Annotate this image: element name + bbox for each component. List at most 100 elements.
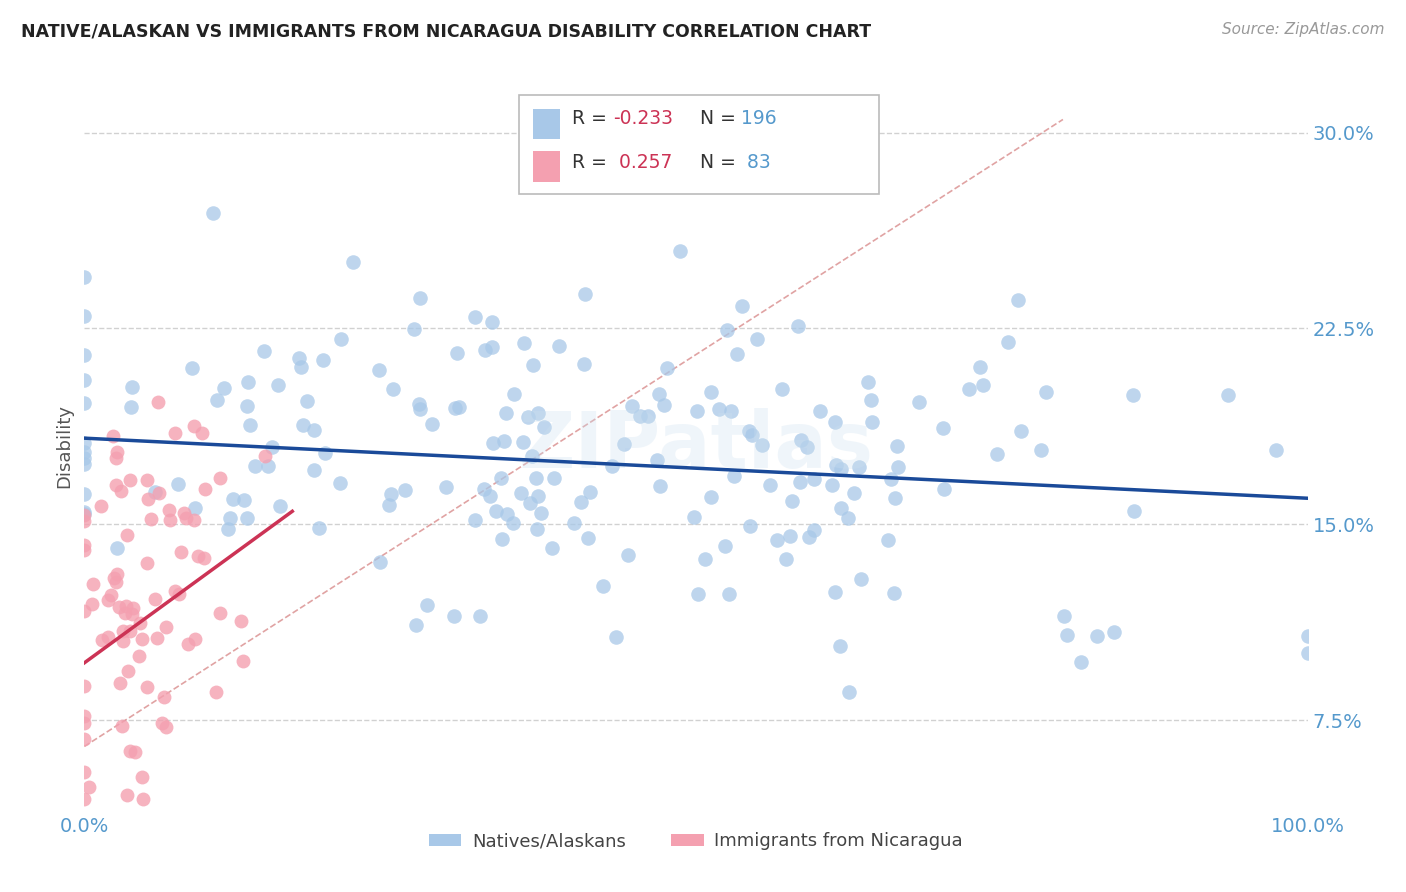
Point [136, 473, 159, 487]
Point [683, 510, 706, 524]
Point [830, 462, 852, 476]
Point [1216, 388, 1239, 402]
Point [409, 401, 432, 416]
Point [796, 440, 818, 454]
Point [124, 745, 146, 759]
Point [148, 486, 170, 500]
Point [101, 428, 124, 442]
Point [548, 339, 571, 353]
Point [409, 292, 432, 306]
Point [1264, 443, 1286, 458]
Point [790, 434, 813, 448]
Text: R =: R = [572, 153, 613, 171]
Point [780, 494, 803, 508]
Point [770, 382, 793, 396]
Point [368, 556, 391, 570]
Point [474, 343, 496, 357]
Point [136, 680, 159, 694]
Point [526, 522, 548, 536]
Point [118, 744, 141, 758]
Point [789, 475, 811, 489]
Point [851, 572, 873, 586]
Point [330, 332, 353, 346]
Point [617, 548, 640, 562]
Point [530, 506, 553, 520]
Point [90, 499, 112, 513]
Point [236, 399, 259, 413]
Point [131, 632, 153, 647]
Point [443, 609, 465, 624]
Text: NATIVE/ALASKAN VS IMMIGRANTS FROM NICARAGUA DISABILITY CORRELATION CHART: NATIVE/ALASKAN VS IMMIGRANTS FROM NICARA… [21, 22, 872, 40]
Point [416, 598, 439, 612]
Point [205, 392, 228, 407]
Point [405, 618, 427, 632]
Point [97, 593, 120, 607]
Point [73, 309, 96, 323]
Point [605, 630, 627, 644]
Point [495, 507, 517, 521]
Point [114, 599, 136, 613]
Point [97, 631, 120, 645]
Point [509, 486, 531, 500]
Point [844, 486, 866, 500]
Point [302, 423, 325, 437]
Point [118, 624, 141, 638]
Point [73, 396, 96, 410]
Point [183, 500, 205, 515]
Text: Source: ZipAtlas.com: Source: ZipAtlas.com [1222, 22, 1385, 37]
Point [494, 434, 516, 448]
Text: 196: 196 [741, 109, 778, 128]
Point [489, 471, 512, 485]
Point [526, 489, 548, 503]
Point [111, 719, 134, 733]
Point [167, 587, 190, 601]
Point [183, 513, 205, 527]
Point [787, 318, 810, 333]
Point [135, 556, 157, 570]
Point [700, 385, 723, 400]
Point [688, 587, 710, 601]
Bar [533, 109, 560, 139]
Point [824, 584, 846, 599]
Point [73, 348, 96, 362]
Point [828, 639, 851, 653]
Point [837, 511, 859, 525]
Point [117, 665, 139, 679]
Point [740, 519, 762, 533]
Point [314, 446, 336, 460]
Point [628, 409, 651, 423]
Point [830, 500, 852, 515]
Point [859, 392, 882, 407]
Point [524, 471, 547, 485]
Point [576, 531, 599, 545]
Point [378, 498, 401, 512]
Point [73, 373, 96, 387]
Point [420, 417, 443, 431]
Point [183, 418, 205, 433]
Point [143, 592, 166, 607]
Point [239, 417, 262, 432]
Point [73, 715, 96, 730]
Point [107, 600, 129, 615]
Point [73, 604, 96, 618]
Point [512, 434, 534, 449]
FancyBboxPatch shape [519, 95, 880, 194]
Point [155, 720, 177, 734]
Point [238, 375, 260, 389]
Point [520, 449, 543, 463]
Point [825, 458, 848, 473]
Point [503, 387, 526, 401]
Point [495, 406, 517, 420]
Point [620, 399, 643, 413]
Point [232, 654, 254, 668]
Point [972, 377, 994, 392]
Point [221, 491, 243, 506]
Point [731, 299, 754, 313]
Point [77, 780, 100, 794]
Point [803, 523, 825, 537]
Point [669, 244, 692, 258]
Point [114, 607, 136, 621]
Point [969, 359, 991, 374]
Point [218, 510, 240, 524]
Point [446, 346, 468, 360]
